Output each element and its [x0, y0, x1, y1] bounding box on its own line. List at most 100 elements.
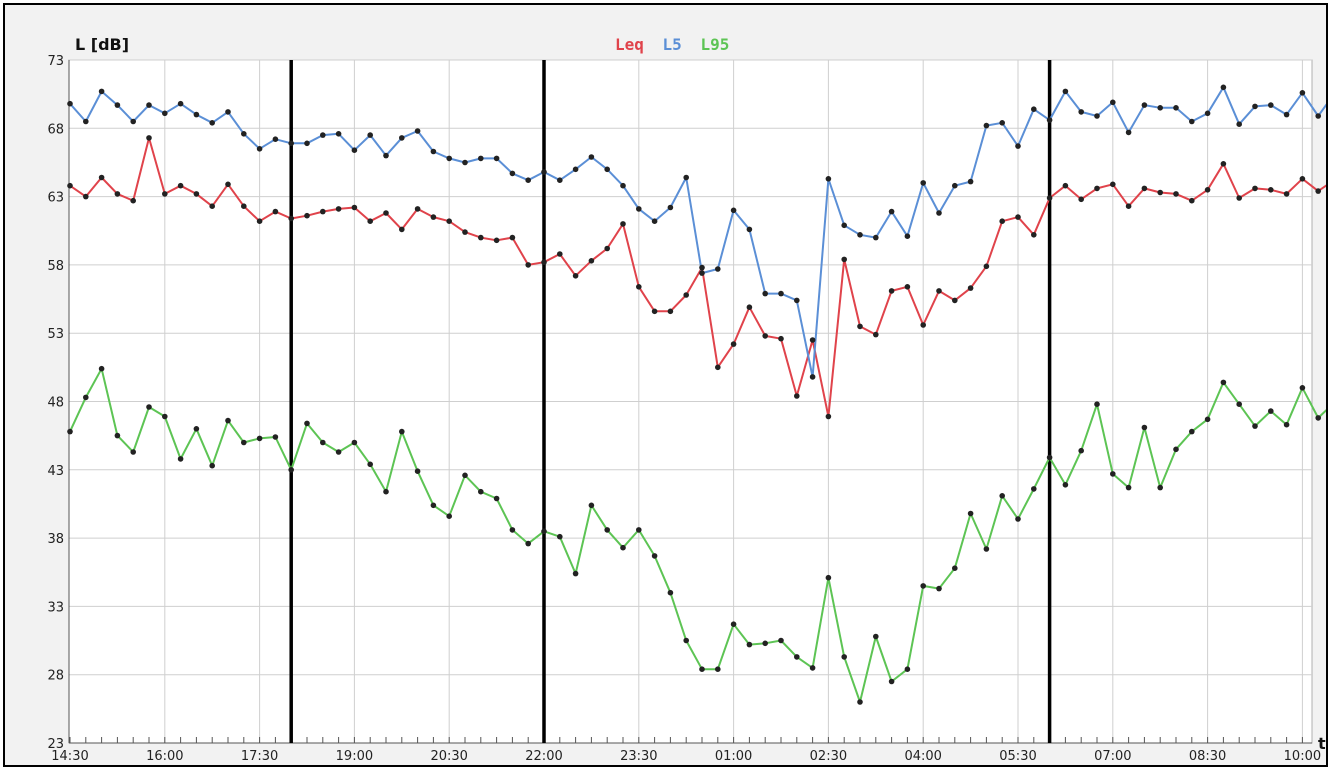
data-point-l95 [999, 493, 1005, 499]
data-point-leq [414, 206, 421, 212]
data-point-leq [572, 273, 579, 279]
data-point-l5 [620, 182, 626, 189]
y-tick-label: 33 [47, 600, 64, 615]
data-point-leq [541, 259, 547, 265]
data-point-l95 [241, 439, 247, 446]
x-tick-label: 23:30 [620, 749, 657, 764]
data-point-l95 [762, 640, 768, 647]
data-point-l5 [1125, 129, 1132, 136]
data-point-leq [446, 218, 453, 224]
data-point-l5 [1268, 102, 1274, 108]
data-point-l5 [399, 135, 405, 141]
data-point-l95 [857, 699, 863, 705]
x-tick-label: 07:00 [1094, 749, 1131, 764]
data-point-l95 [604, 527, 610, 533]
data-point-l95 [462, 472, 468, 479]
data-point-l5 [636, 206, 642, 212]
data-point-leq [114, 191, 121, 197]
data-point-l5 [572, 166, 579, 173]
data-point-l5 [177, 100, 184, 107]
data-point-l5 [462, 159, 468, 166]
data-point-l5 [888, 208, 895, 215]
data-point-l5 [146, 102, 152, 108]
y-tick-label: 23 [47, 737, 64, 752]
data-point-l95 [1189, 428, 1195, 435]
data-point-l95 [1031, 486, 1037, 492]
data-point-leq [1015, 214, 1021, 220]
data-point-l95 [541, 528, 547, 535]
data-point-leq [462, 229, 468, 235]
y-tick-label: 48 [47, 396, 64, 411]
data-point-l95 [130, 449, 136, 455]
data-point-leq [825, 413, 832, 420]
data-point-l95 [98, 365, 105, 372]
data-point-l95 [667, 589, 674, 596]
data-point-leq [256, 218, 263, 224]
data-point-leq [478, 234, 484, 241]
data-point-leq [320, 208, 326, 215]
data-point-l5 [130, 118, 136, 125]
x-tick-label: 05:30 [999, 749, 1036, 764]
data-point-l5 [746, 226, 753, 233]
data-point-l95 [1236, 401, 1242, 408]
data-point-l95 [699, 666, 705, 672]
data-point-l95 [146, 404, 152, 410]
data-point-l5 [1157, 105, 1163, 111]
data-point-leq [162, 191, 168, 197]
data-point-leq [146, 135, 152, 141]
x-tick-label: 19:00 [336, 749, 373, 764]
data-point-l95 [1299, 385, 1306, 391]
data-point-l95 [794, 654, 800, 660]
data-point-l95 [1220, 379, 1227, 386]
data-point-l5 [493, 155, 500, 162]
data-point-l5 [778, 290, 784, 297]
data-point-l5 [1031, 106, 1037, 112]
data-point-leq [525, 262, 531, 268]
x-tick-label: 01:00 [715, 749, 752, 764]
data-point-l5 [857, 232, 863, 238]
data-point-l5 [1094, 113, 1100, 119]
data-point-leq [383, 210, 389, 216]
data-point-leq [430, 214, 437, 220]
data-point-leq [493, 237, 500, 244]
data-point-l95 [1125, 484, 1132, 491]
x-tick-label: 14:30 [51, 749, 88, 764]
data-point-l5 [67, 100, 73, 107]
legend-leq: Leq [615, 35, 644, 54]
data-point-l95 [1078, 447, 1084, 454]
data-point-l95 [588, 502, 595, 509]
data-point-l5 [209, 120, 215, 126]
data-point-l95 [620, 544, 626, 551]
data-point-l5 [446, 155, 453, 162]
data-point-leq [1078, 196, 1084, 203]
data-point-l5 [83, 118, 89, 125]
data-point-leq [999, 218, 1005, 224]
x-axis-title: t [1318, 734, 1326, 753]
chart-frame: 23 28 33 38 43 48 53 58 63 68 73 14:30 16:00 17:30 19:… [3, 3, 1328, 767]
data-point-l95 [225, 417, 231, 424]
x-tick-label: 17:30 [241, 749, 278, 764]
data-point-l5 [478, 155, 484, 162]
data-point-l5 [809, 374, 816, 380]
data-point-leq [130, 197, 136, 204]
data-point-l5 [873, 234, 879, 241]
data-point-l5 [288, 140, 295, 147]
data-point-l5 [304, 140, 310, 147]
data-point-l5 [1204, 110, 1211, 117]
data-point-l5 [920, 180, 926, 186]
data-point-l95 [478, 488, 484, 495]
data-point-l5 [1252, 103, 1258, 110]
x-tick-label: 20:30 [430, 749, 467, 764]
data-point-leq [920, 322, 926, 328]
data-point-l5 [414, 128, 421, 134]
data-point-l95 [430, 502, 437, 509]
data-point-l5 [272, 136, 279, 142]
data-point-leq [1252, 185, 1258, 192]
series-line-l95 [69, 367, 1326, 703]
data-point-l5 [952, 182, 958, 189]
data-point-leq [1110, 181, 1116, 188]
data-point-leq [809, 337, 816, 343]
sound-level-line-chart: 23 28 33 38 43 48 53 58 63 68 73 14:30 16:00 17:30 19:… [47, 35, 1326, 764]
x-tick-label: 16:00 [146, 749, 183, 764]
data-point-leq [841, 256, 847, 263]
